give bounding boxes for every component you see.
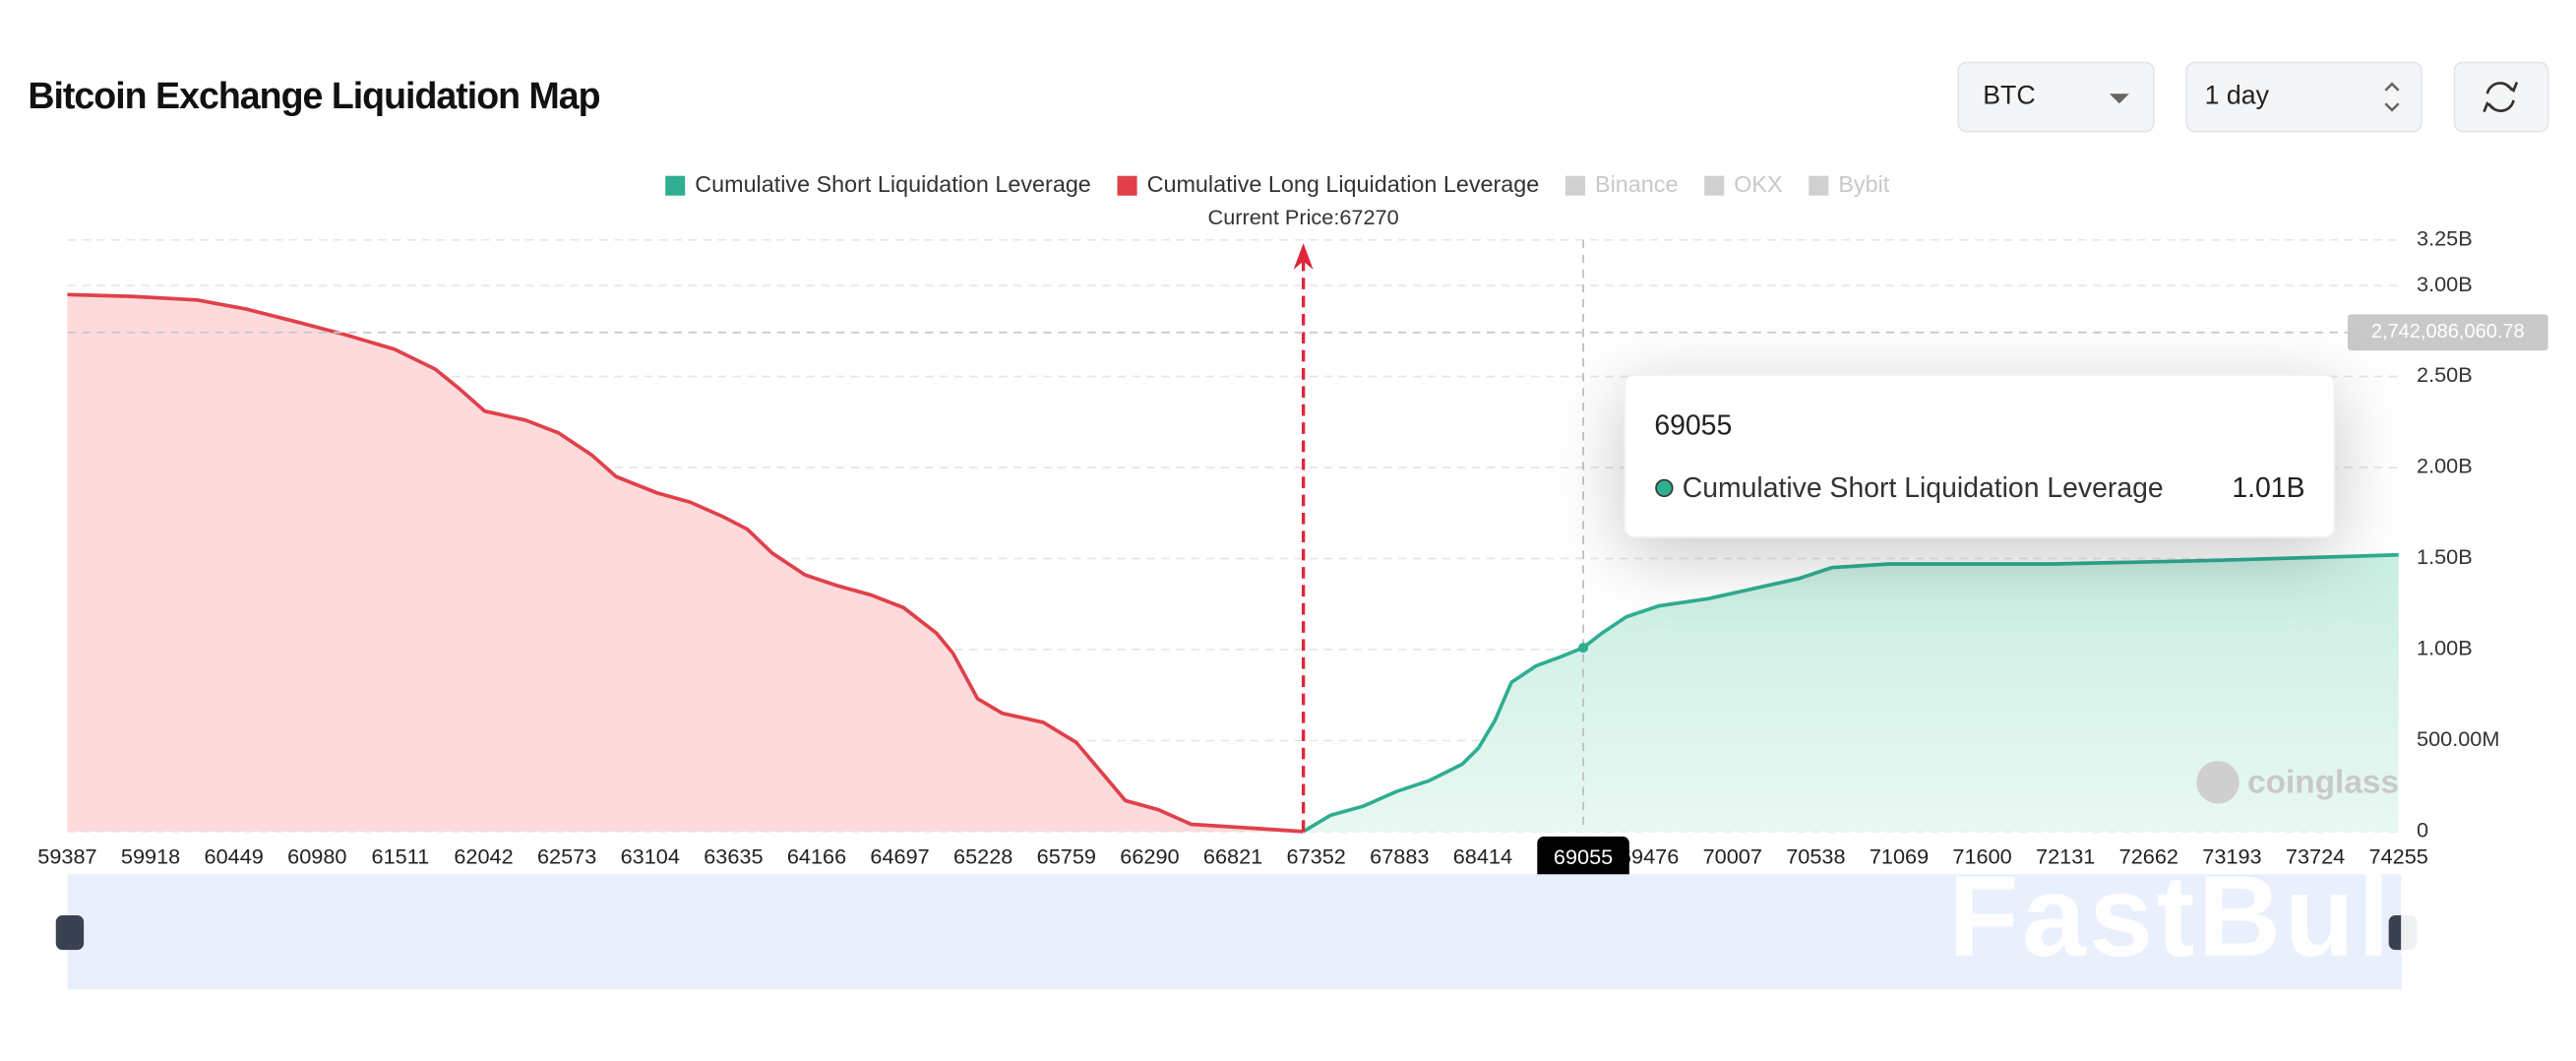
x-tick-label: 73193 [2202,843,2261,868]
area-fill [1303,554,2399,832]
y-tick-label: 1.00B [2417,636,2473,660]
zoom-slider[interactable] [67,874,2403,990]
x-tick-label: 71600 [1952,843,2011,868]
select-value[interactable]: 1 day [2205,81,2270,110]
current-price-arrow [1293,243,1314,270]
x-tick-label: 66290 [1120,843,1179,868]
x-tick-label: 66821 [1203,843,1262,868]
watermark: FastBull [1948,851,2428,980]
tooltip-box [1624,373,2336,538]
legend-swatch [1704,175,1725,196]
crosshair-x-badge [1537,836,1629,881]
x-tick-label: 64166 [787,843,846,868]
caret [2109,94,2129,104]
x-tick-label: 62573 [537,843,596,868]
x-tick-label: 68414 [1453,843,1512,868]
x-tick-label: 67352 [1287,843,1346,868]
tooltip: 69055 Cumulative Short Liquidation Levera… [1624,373,2336,538]
x-tick-label: 67883 [1370,843,1429,868]
watermark-logo [2196,761,2239,804]
x-tick-label: 65228 [953,843,1012,868]
x-tick-label: 60449 [205,843,264,868]
y-tick-label: 1.50B [2417,544,2473,569]
legend-label[interactable]: OKX [1734,171,1783,197]
x-tick-label: 59918 [121,843,180,868]
series-line [67,292,1304,834]
watermark: coinglass [2247,764,2399,800]
x-tick-label: 65759 [1037,843,1096,868]
select-value[interactable]: BTC [1983,81,2035,110]
button-box[interactable] [2453,61,2549,133]
x-tick-label: 74255 [2369,843,2428,868]
x-tick-label: 64697 [870,843,929,868]
legend-label[interactable]: Cumulative Long Liquidation Leverage [1147,171,1540,197]
refresh-button[interactable] [2453,61,2549,133]
crosshair-y-label: 2,742,086,060.78 [2371,321,2525,343]
y-tick-label: 3.00B [2417,272,2473,296]
x-tick-label: 59387 [37,843,96,868]
x-tick-label: 63635 [704,843,763,868]
zoom-handle[interactable] [55,915,85,951]
x-tick-label: 62042 [454,843,513,868]
crosshair-point [1578,643,1589,654]
range-select[interactable]: 1 day [2185,61,2423,133]
y-tick-label: 500.00M [2417,726,2499,751]
legend-label[interactable]: Cumulative Short Liquidation Leverage [695,171,1091,197]
y-tick-label: 3.25B [2417,226,2473,251]
legend-label[interactable]: Bybit [1838,171,1889,197]
x-tick-label: 73724 [2286,843,2345,868]
page-title: Bitcoin Exchange Liquidation Map [28,75,599,116]
legend-swatch [1809,175,1829,196]
x-tick-label: 70007 [1703,843,1762,868]
tooltip-value: 1.01B [2232,472,2304,504]
legend-swatch [1564,175,1586,196]
y-tick-label: 2.00B [2417,454,2473,478]
x-tick-label: 71069 [1870,843,1929,868]
x-tick-label: 72131 [2036,843,2095,868]
x-tick-label: 69476 [1620,843,1679,868]
y-tick-label: 2.50B [2417,362,2473,387]
select-box[interactable] [2185,61,2423,133]
tooltip-title: 69055 [1654,410,1732,442]
x-tick-label: 60980 [287,843,346,868]
stepper-icon [2384,82,2400,112]
x-tick-label: 63104 [621,843,680,868]
plot: 0 500.00M 1.00B 1.50B 2.00B 2.50B 3.00B 3.25B 59… [37,205,2548,881]
x-tick-label: 72662 [2119,843,2178,868]
select-box[interactable] [1957,61,2155,133]
symbol-select[interactable]: BTC [1957,61,2155,133]
tooltip-series: Cumulative Short Liquidation Leverage [1683,472,2164,504]
zoom-handle[interactable] [2388,915,2418,951]
area-fill [67,294,1304,832]
legend-swatch [1117,175,1137,196]
current-price-label: Current Price:67270 [1208,205,1399,229]
refresh-icon [2483,82,2519,113]
x-tick-label: 70538 [1786,843,1845,868]
y-tick-label: 0 [2417,818,2428,843]
crosshair-y-badge [2347,314,2548,351]
legend-swatch [665,175,686,196]
tooltip-dot [1655,478,1674,498]
x-tick-label: 61511 [372,843,430,868]
legend: Cumulative Short Liquidation Leverage Cum… [665,171,1890,197]
crosshair-x-label: 69055 [1554,844,1613,869]
legend-label[interactable]: Binance [1595,171,1678,197]
